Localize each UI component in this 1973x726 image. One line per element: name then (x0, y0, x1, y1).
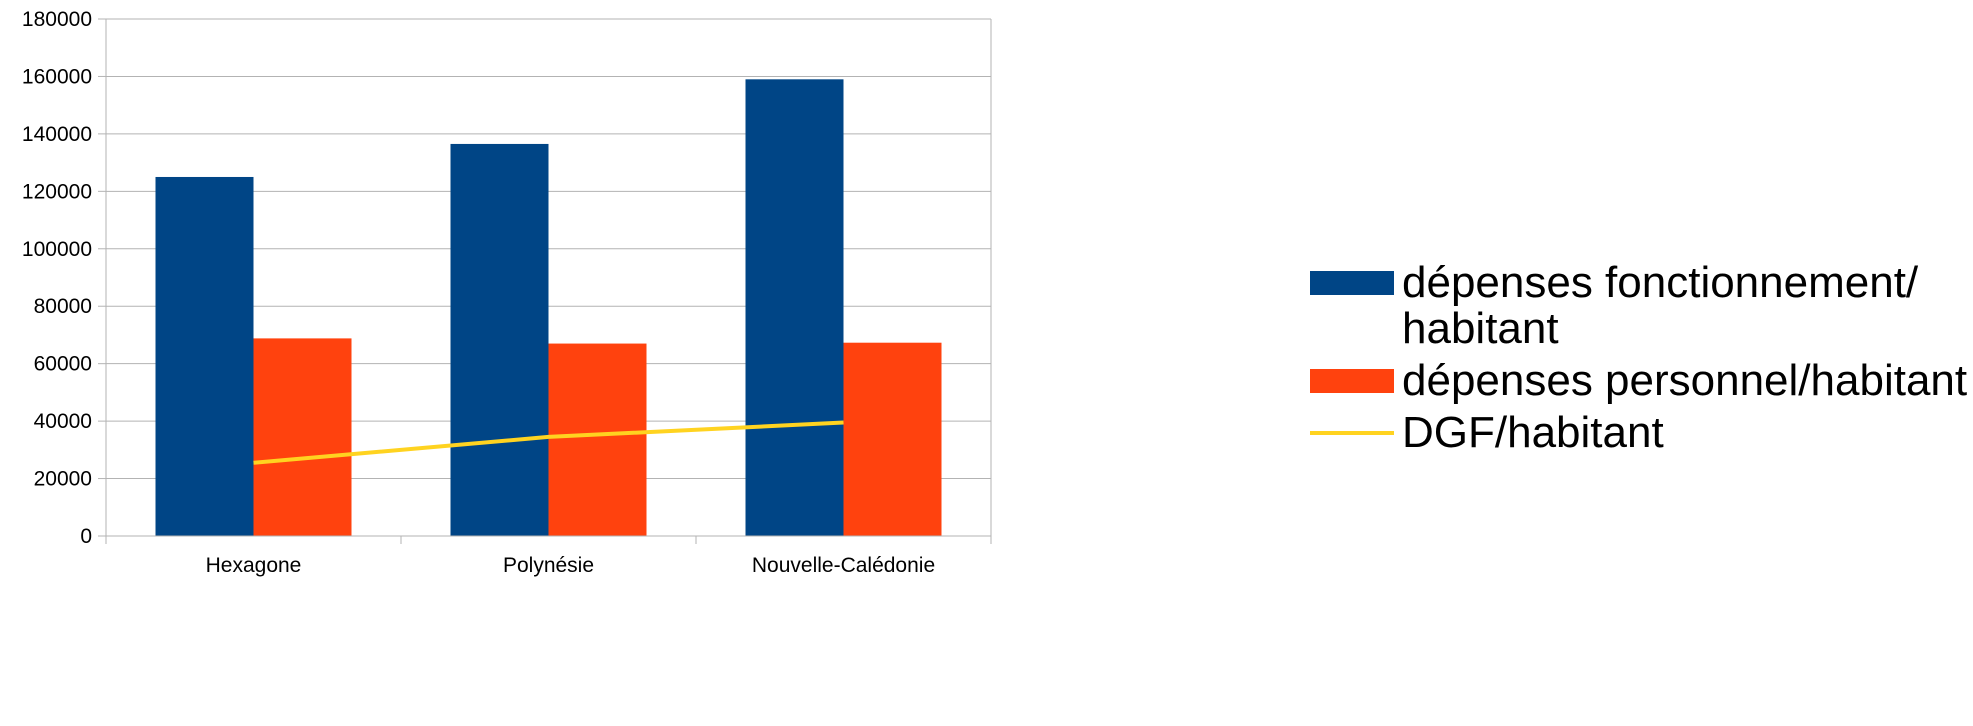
bar-personnel-0 (253, 338, 352, 536)
x-tick-label: Hexagone (206, 554, 302, 577)
y-tick-label: 20000 (34, 468, 92, 491)
y-tick-label: 100000 (22, 238, 92, 261)
x-tick-label: Nouvelle-Calédonie (752, 554, 935, 577)
bar-personnel-1 (548, 343, 647, 536)
y-tick-label: 160000 (22, 65, 92, 88)
y-tick-label: 40000 (34, 410, 92, 433)
legend-label-fonctionnement: dépenses fonctionnement/ habitant (1402, 258, 1919, 353)
y-tick-label: 0 (80, 525, 92, 548)
y-tick-label: 140000 (22, 123, 92, 146)
chart-area: 0 20000 40000 60000 80000 100000 120000 140000 1… (22, 8, 992, 577)
legend: dépenses fonctionnement/ habitant dépens… (1310, 260, 1970, 462)
line-dgf (253, 420, 844, 465)
legend-swatch-dgf (1310, 421, 1394, 445)
y-tick-label: 180000 (22, 8, 92, 31)
legend-swatch-fonctionnement (1310, 271, 1394, 295)
y-tick-label: 80000 (34, 295, 92, 318)
legend-item-dgf: DGF/habitant (1310, 410, 1970, 456)
legend-item-personnel: dépenses personnel/habitant (1310, 358, 1970, 404)
legend-label-dgf: DGF/habitant (1402, 408, 1664, 457)
legend-label-personnel: dépenses personnel/habitant (1402, 356, 1968, 405)
y-tick-labels: 0 20000 40000 60000 80000 100000 120000 140000 1… (22, 8, 92, 548)
line-series (253, 420, 844, 465)
bar-fonctionnement-1 (450, 143, 549, 537)
axes (98, 18, 992, 544)
y-tick-label: 120000 (22, 180, 92, 203)
x-tick-label: Polynésie (503, 554, 594, 577)
y-tick-label: 60000 (34, 353, 92, 376)
x-tick-labels: Hexagone Polynésie Nouvelle-Calédonie (206, 554, 936, 577)
legend-item-fonctionnement: dépenses fonctionnement/ habitant (1310, 260, 1970, 352)
bar-fonctionnement-2 (745, 79, 844, 537)
legend-swatch-personnel (1310, 369, 1394, 393)
bars (155, 79, 942, 537)
bar-fonctionnement-0 (155, 176, 254, 536)
bar-personnel-2 (843, 342, 942, 536)
